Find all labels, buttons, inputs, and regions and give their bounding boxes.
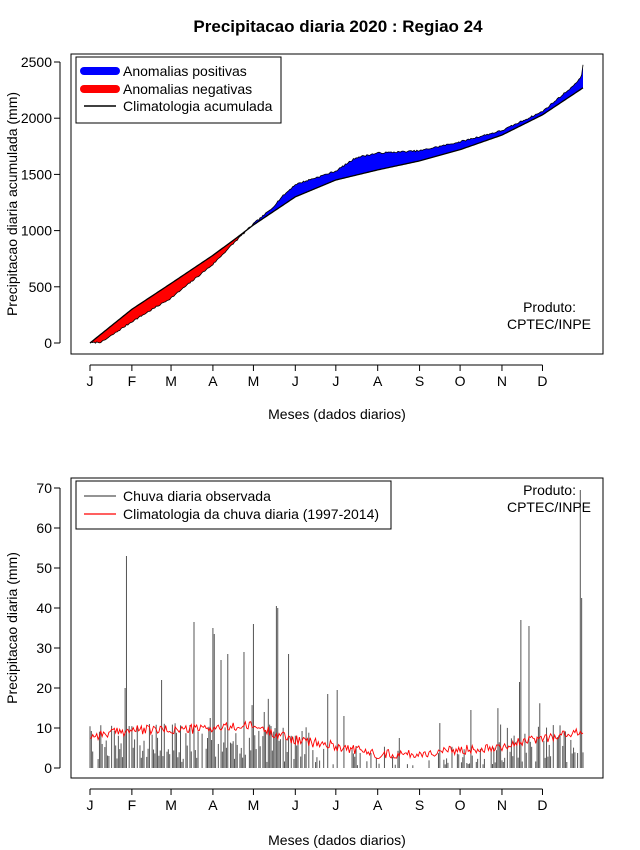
daily-x-tick-label: F (128, 797, 137, 813)
cum-y-axis: 0 500 1000 1500 2000 2500 (21, 54, 61, 351)
cum-y-tick-label: 1500 (21, 166, 52, 182)
daily-y-tick-label: 20 (36, 680, 52, 696)
cum-x-tick-label: N (497, 373, 507, 389)
cum-x-tick-label: J (292, 373, 299, 389)
daily-xlabel: Meses (dados diarios) (268, 832, 406, 848)
cum-plot-frame (70, 53, 604, 355)
daily-annotation-line1: Produto: (523, 482, 576, 498)
daily-x-tick-label: A (373, 797, 383, 813)
daily-observed-bars (89, 490, 584, 768)
cum-legend: Anomalias positivas Anomalias negativas … (75, 56, 282, 124)
figure-title: Precipitacao diaria 2020 : Regiao 24 (193, 17, 483, 36)
daily-x-tick-label: J (87, 797, 94, 813)
daily-x-tick-label: D (537, 797, 547, 813)
daily-y-tick-label: 60 (36, 520, 52, 536)
cum-y-tick-label: 0 (44, 335, 52, 351)
legend-label-observed: Chuva diaria observada (123, 488, 271, 504)
positive-anomaly-area (248, 64, 583, 230)
daily-x-tick-label: O (455, 797, 466, 813)
cum-x-tick-label: A (208, 373, 218, 389)
cum-x-tick-label: J (332, 373, 339, 389)
cum-y-tick-label: 2000 (21, 110, 52, 126)
daily-y-tick-label: 50 (36, 560, 52, 576)
daily-x-tick-label: N (497, 797, 507, 813)
daily-annotation-line2: CPTEC/INPE (507, 499, 591, 515)
daily-y-tick-label: 40 (36, 600, 52, 616)
daily-y-tick-label: 30 (36, 640, 52, 656)
legend-label-climatology: Climatologia acumulada (123, 98, 273, 114)
cum-annotation-line2: CPTEC/INPE (507, 316, 591, 332)
cum-climatology-line (89, 87, 584, 344)
legend-label-positive: Anomalias positivas (123, 63, 247, 79)
daily-x-tick-label: S (415, 797, 424, 813)
daily-ylabel: Precipitacao diaria (mm) (4, 552, 20, 704)
daily-legend: Chuva diaria observada Climatologia da c… (75, 480, 392, 530)
cum-x-tick-label: J (87, 373, 94, 389)
legend-label-negative: Anomalias negativas (123, 81, 252, 97)
daily-y-axis: 0 10 20 30 40 50 60 70 (36, 480, 61, 776)
chart-daily: J F M A M J J A S O N D 0 10 20 30 40 50 60 70 Meses (dado… (4, 477, 604, 848)
cum-x-tick-label: M (165, 373, 177, 389)
cum-annotation-line1: Produto: (523, 299, 576, 315)
daily-plot-frame (70, 477, 604, 779)
daily-y-tick-label: 0 (44, 760, 52, 776)
daily-y-tick-label: 10 (36, 720, 52, 736)
cum-x-tick-label: F (128, 373, 137, 389)
daily-legend-box (75, 480, 392, 530)
cum-x-tick-label: O (455, 373, 466, 389)
cum-y-tick-label: 1000 (21, 223, 52, 239)
cum-x-tick-label: S (415, 373, 424, 389)
cum-xlabel: Meses (dados diarios) (268, 406, 406, 422)
daily-x-tick-label: A (208, 797, 218, 813)
chart-cumulative: J F M A M J J A S O N D 0 500 1000 1500 2000 2500 Meses … (4, 53, 604, 422)
daily-y-tick-label: 70 (36, 480, 52, 496)
daily-x-tick-label: J (292, 797, 299, 813)
cum-x-tick-label: M (248, 373, 260, 389)
daily-x-tick-label: J (332, 797, 339, 813)
negative-anomaly-area (91, 228, 249, 344)
cum-ylabel: Precipitacao diaria acumulada (mm) (4, 92, 20, 316)
daily-climatology-line (89, 720, 584, 760)
cum-observed-line (89, 64, 584, 344)
legend-label-clim-daily: Climatologia da chuva diaria (1997-2014) (123, 506, 379, 522)
cum-x-tick-label: D (537, 373, 547, 389)
cum-x-tick-label: A (373, 373, 383, 389)
daily-x-tick-label: M (165, 797, 177, 813)
cum-y-tick-label: 500 (29, 279, 53, 295)
daily-x-tick-label: M (248, 797, 260, 813)
cum-y-tick-label: 2500 (21, 54, 52, 70)
